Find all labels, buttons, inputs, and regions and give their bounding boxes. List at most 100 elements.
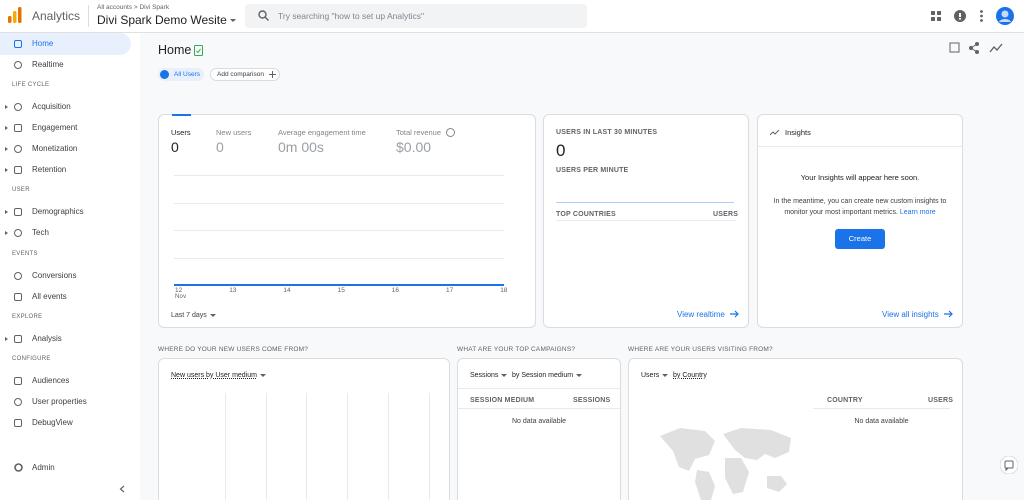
view-realtime[interactable]: View realtime bbox=[677, 310, 725, 319]
caret bbox=[259, 373, 266, 377]
date-range[interactable]: Last 7 days bbox=[171, 312, 216, 319]
caret bbox=[229, 19, 236, 23]
metric-label[interactable]: New users bbox=[216, 128, 252, 137]
nav-item[interactable]: All events bbox=[32, 291, 67, 301]
insights-body: In the meantime, you can create new cust… bbox=[767, 196, 953, 218]
metric-picker[interactable]: Sessions bbox=[470, 372, 508, 379]
admin-link[interactable]: Admin bbox=[32, 463, 55, 472]
nav-icon bbox=[14, 61, 22, 70]
add-comparison[interactable] bbox=[210, 68, 280, 81]
expand-caret[interactable] bbox=[5, 231, 8, 236]
segment-chip[interactable] bbox=[158, 68, 204, 81]
nav-item[interactable]: Retention bbox=[32, 165, 67, 175]
x-tick-label: 18 bbox=[500, 287, 508, 294]
nav-icon bbox=[14, 418, 22, 427]
realtime-value: 0 bbox=[556, 141, 566, 160]
metric-label[interactable]: Average engagement time bbox=[278, 128, 366, 137]
expand-caret[interactable] bbox=[5, 168, 8, 173]
nav-item[interactable]: Realtime bbox=[32, 60, 64, 70]
nav-icon bbox=[14, 397, 22, 406]
tab-indicator bbox=[172, 114, 191, 116]
help-icon[interactable] bbox=[954, 10, 966, 22]
nav-item[interactable]: Conversions bbox=[32, 270, 77, 280]
nav-heading: EXPLORE bbox=[12, 313, 43, 320]
dimension-picker[interactable]: by Session medium bbox=[512, 372, 583, 379]
metric-picker[interactable]: Users bbox=[641, 372, 669, 379]
insights-headline: Your Insights will appear here soon. bbox=[800, 173, 920, 182]
segment-label: All Users bbox=[174, 71, 201, 78]
property-name: Divi Spark Demo Wesite bbox=[97, 13, 227, 27]
x-month: Nov bbox=[175, 294, 187, 300]
nav-item[interactable]: Audiences bbox=[32, 375, 70, 385]
expand-caret[interactable] bbox=[5, 210, 8, 215]
insights-text: In the meantime, you can create new cust… bbox=[773, 198, 947, 216]
divider bbox=[458, 388, 620, 389]
search-box[interactable] bbox=[245, 4, 587, 28]
view-insights[interactable]: View all insights bbox=[882, 310, 939, 319]
nav-item[interactable]: Demographics bbox=[32, 207, 84, 217]
grid-line bbox=[388, 393, 389, 500]
caret bbox=[576, 373, 583, 377]
info-icon[interactable] bbox=[446, 128, 455, 137]
divider bbox=[758, 146, 962, 147]
col-header: COUNTRY bbox=[827, 397, 863, 404]
more-icon[interactable] bbox=[980, 10, 983, 22]
grid-line bbox=[266, 393, 267, 500]
nav-item[interactable]: Monetization bbox=[32, 144, 78, 154]
metric-label: Users bbox=[641, 372, 660, 379]
nav-item[interactable]: Tech bbox=[32, 228, 49, 238]
date-range-label: Last 7 days bbox=[171, 312, 207, 319]
nav-icon bbox=[14, 292, 22, 301]
nav-item[interactable]: Acquisition bbox=[32, 102, 71, 112]
admin-icon bbox=[14, 463, 23, 472]
metric-label[interactable]: Users bbox=[171, 128, 191, 137]
expand-caret[interactable] bbox=[5, 126, 8, 131]
property-picker[interactable]: Divi Spark Demo Wesite bbox=[97, 13, 236, 27]
expand-caret[interactable] bbox=[5, 105, 8, 110]
expand-caret[interactable] bbox=[5, 336, 8, 341]
page-title: Home bbox=[158, 43, 192, 57]
col-header: SESSION MEDIUM bbox=[470, 397, 535, 404]
nav-item[interactable]: Analysis bbox=[32, 333, 62, 343]
breadcrumb[interactable]: All accounts > Divi Spark bbox=[97, 4, 170, 11]
dimension-picker[interactable]: by Country bbox=[673, 372, 707, 379]
caret bbox=[662, 373, 669, 377]
product-name: Analytics bbox=[32, 9, 81, 23]
metric-value: 0 bbox=[216, 139, 224, 155]
dimension-label: by Session medium bbox=[512, 372, 574, 379]
nav-icon bbox=[14, 145, 22, 154]
per-minute-bars bbox=[556, 202, 734, 203]
metric-label: Sessions bbox=[470, 372, 499, 379]
logo bbox=[8, 7, 22, 23]
nav-icon bbox=[14, 208, 22, 217]
nav-icon bbox=[14, 334, 22, 343]
arrow bbox=[730, 310, 739, 318]
grid-line bbox=[225, 393, 226, 500]
expand-caret[interactable] bbox=[5, 147, 8, 152]
feedback-button[interactable] bbox=[1000, 456, 1018, 474]
grid-line bbox=[174, 175, 504, 176]
new-users-card bbox=[158, 358, 450, 500]
grid-line bbox=[174, 258, 504, 259]
nav-icon bbox=[14, 166, 22, 175]
per-minute-label: USERS PER MINUTE bbox=[556, 167, 629, 174]
nav-item[interactable]: User properties bbox=[32, 396, 87, 406]
learn-more[interactable]: Learn more bbox=[899, 209, 936, 216]
nav-item[interactable]: Engagement bbox=[32, 123, 78, 133]
page-actions[interactable] bbox=[949, 42, 1013, 54]
dimension-picker[interactable]: New users by User medium bbox=[171, 372, 266, 379]
metric-label[interactable]: Total revenue bbox=[396, 128, 442, 137]
col-header: SESSIONS bbox=[573, 397, 611, 404]
create-button[interactable]: Create bbox=[835, 229, 885, 249]
grid-line bbox=[429, 393, 430, 500]
x-tick-label: 17 bbox=[446, 287, 454, 294]
nav-item[interactable]: DebugView bbox=[32, 417, 73, 427]
apps-icon[interactable] bbox=[931, 11, 941, 21]
metric-value: 0 bbox=[171, 139, 179, 155]
collapse-icon[interactable] bbox=[119, 485, 125, 493]
avatar[interactable] bbox=[996, 7, 1014, 25]
metric-value: $0.00 bbox=[396, 139, 432, 155]
nav-item[interactable]: Home bbox=[32, 39, 54, 48]
x-tick-label: 16 bbox=[391, 287, 400, 294]
countries-card bbox=[628, 358, 963, 500]
